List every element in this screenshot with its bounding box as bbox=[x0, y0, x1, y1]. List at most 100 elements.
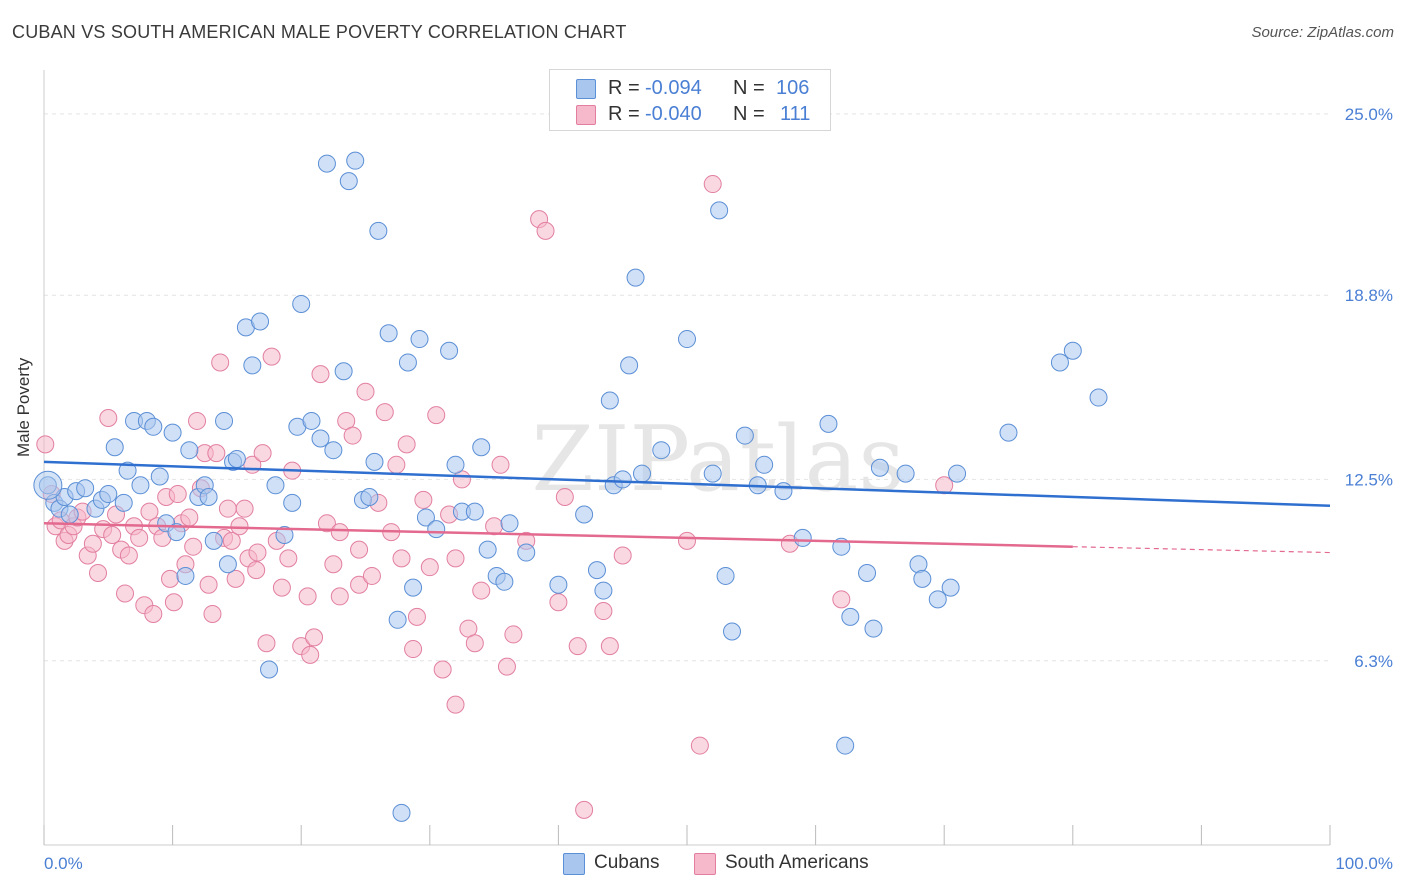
south-american-point bbox=[678, 531, 696, 550]
cuban-point bbox=[118, 461, 137, 480]
south-american-point bbox=[199, 575, 218, 594]
cuban-point bbox=[324, 441, 343, 460]
cuban-point bbox=[180, 441, 199, 460]
south-american-point bbox=[465, 634, 484, 653]
south-american-point bbox=[414, 490, 433, 509]
cuban-point bbox=[60, 505, 79, 524]
south-american-point bbox=[504, 625, 523, 644]
south-american-point bbox=[472, 581, 491, 600]
south-american-point bbox=[218, 499, 237, 518]
cuban-point bbox=[204, 531, 223, 550]
south-american-point bbox=[119, 546, 138, 565]
cuban-point bbox=[999, 423, 1018, 442]
x-tick-label: 100.0% bbox=[1335, 854, 1393, 873]
cubans-legend-swatch bbox=[563, 853, 585, 875]
cuban-point bbox=[360, 487, 379, 506]
cuban-point bbox=[841, 607, 860, 626]
cuban-point bbox=[404, 578, 423, 597]
cuban-point bbox=[144, 417, 163, 436]
cuban-point bbox=[99, 485, 118, 504]
south-american-point bbox=[116, 584, 135, 603]
stats-legend: R = -0.094 N = 106 R = -0.040 N = 111 bbox=[549, 69, 831, 131]
cuban-point bbox=[260, 660, 279, 679]
cuban-point bbox=[495, 572, 514, 591]
cuban-point bbox=[275, 526, 294, 544]
south-american-point bbox=[549, 593, 568, 612]
cuban-point bbox=[243, 356, 262, 375]
south-american-point bbox=[690, 736, 709, 755]
south-american-point bbox=[832, 590, 851, 609]
south-american-point bbox=[575, 800, 594, 819]
cuban-point bbox=[150, 467, 169, 486]
south-american-point bbox=[161, 569, 180, 588]
cuban-point bbox=[446, 455, 465, 474]
south-american-point bbox=[555, 487, 574, 506]
south-american-point bbox=[311, 365, 330, 384]
cuban-point bbox=[774, 482, 793, 501]
cubans-swatch bbox=[576, 79, 596, 99]
y-tick-label: 6.3% bbox=[1354, 652, 1393, 671]
cuban-point bbox=[500, 514, 519, 533]
cuban-point bbox=[227, 449, 246, 468]
series-legend: Cubans South Americans bbox=[0, 850, 1406, 878]
cuban-point bbox=[793, 528, 812, 547]
cuban-point bbox=[131, 476, 150, 495]
cuban-point bbox=[33, 470, 63, 500]
south-american-point bbox=[392, 549, 411, 568]
cuban-point bbox=[632, 464, 651, 483]
cuban-point bbox=[440, 341, 459, 360]
y-tick-label: 18.8% bbox=[1345, 286, 1393, 305]
south-american-point bbox=[188, 411, 207, 430]
south-american-point bbox=[226, 569, 245, 588]
cuban-point bbox=[266, 476, 285, 495]
cuban-point bbox=[167, 523, 186, 542]
south-american-point bbox=[211, 353, 230, 372]
cubans-trend-line bbox=[43, 460, 1331, 508]
cuban-point bbox=[339, 172, 358, 191]
south-american-point bbox=[491, 455, 510, 474]
cuban-point bbox=[478, 540, 497, 559]
legend-r-label: R = bbox=[608, 77, 640, 99]
south-american-point bbox=[600, 637, 619, 656]
south-american-point bbox=[248, 543, 267, 562]
south-american-point bbox=[497, 657, 516, 676]
x-tick-label: 0.0% bbox=[44, 854, 83, 873]
chart-title: CUBAN VS SOUTH AMERICAN MALE POVERTY COR… bbox=[12, 22, 627, 42]
cuban-point bbox=[594, 581, 613, 600]
south-american-point bbox=[324, 555, 343, 574]
south-american-point bbox=[262, 347, 281, 366]
south-american-point bbox=[301, 645, 320, 664]
cuban-point bbox=[472, 438, 491, 457]
cuban-point bbox=[398, 353, 417, 372]
south-american-point bbox=[317, 514, 336, 533]
y-tick-label: 12.5% bbox=[1345, 470, 1393, 489]
south-american-point bbox=[387, 455, 406, 474]
cuban-point bbox=[948, 464, 967, 483]
south-americans-swatch bbox=[576, 105, 596, 125]
cuban-point bbox=[379, 324, 398, 343]
cuban-point bbox=[613, 470, 632, 489]
cuban-point bbox=[76, 479, 95, 498]
south-american-point bbox=[279, 549, 298, 568]
south-american-point bbox=[397, 435, 416, 454]
cuban-point bbox=[416, 508, 435, 527]
cuban-point bbox=[913, 569, 932, 588]
south-american-point bbox=[407, 607, 426, 626]
cuban-point bbox=[819, 414, 838, 433]
south-american-point bbox=[594, 602, 613, 621]
cuban-point bbox=[575, 505, 594, 524]
legend-row-south-americans: R = -0.040 N = 111 bbox=[550, 101, 830, 127]
cuban-point bbox=[365, 452, 384, 471]
south-american-point bbox=[89, 564, 108, 583]
south-american-point bbox=[350, 540, 369, 559]
cuban-point bbox=[163, 423, 182, 442]
cuban-point bbox=[283, 493, 302, 512]
cubans-legend-label: Cubans bbox=[594, 852, 660, 873]
south-american-point bbox=[144, 604, 163, 623]
watermark: ZIPatlas bbox=[531, 407, 904, 512]
source-label: Source: ZipAtlas.com bbox=[1251, 24, 1394, 41]
south-american-point bbox=[362, 566, 381, 585]
south-american-point bbox=[203, 604, 222, 623]
south-american-point bbox=[235, 499, 254, 518]
